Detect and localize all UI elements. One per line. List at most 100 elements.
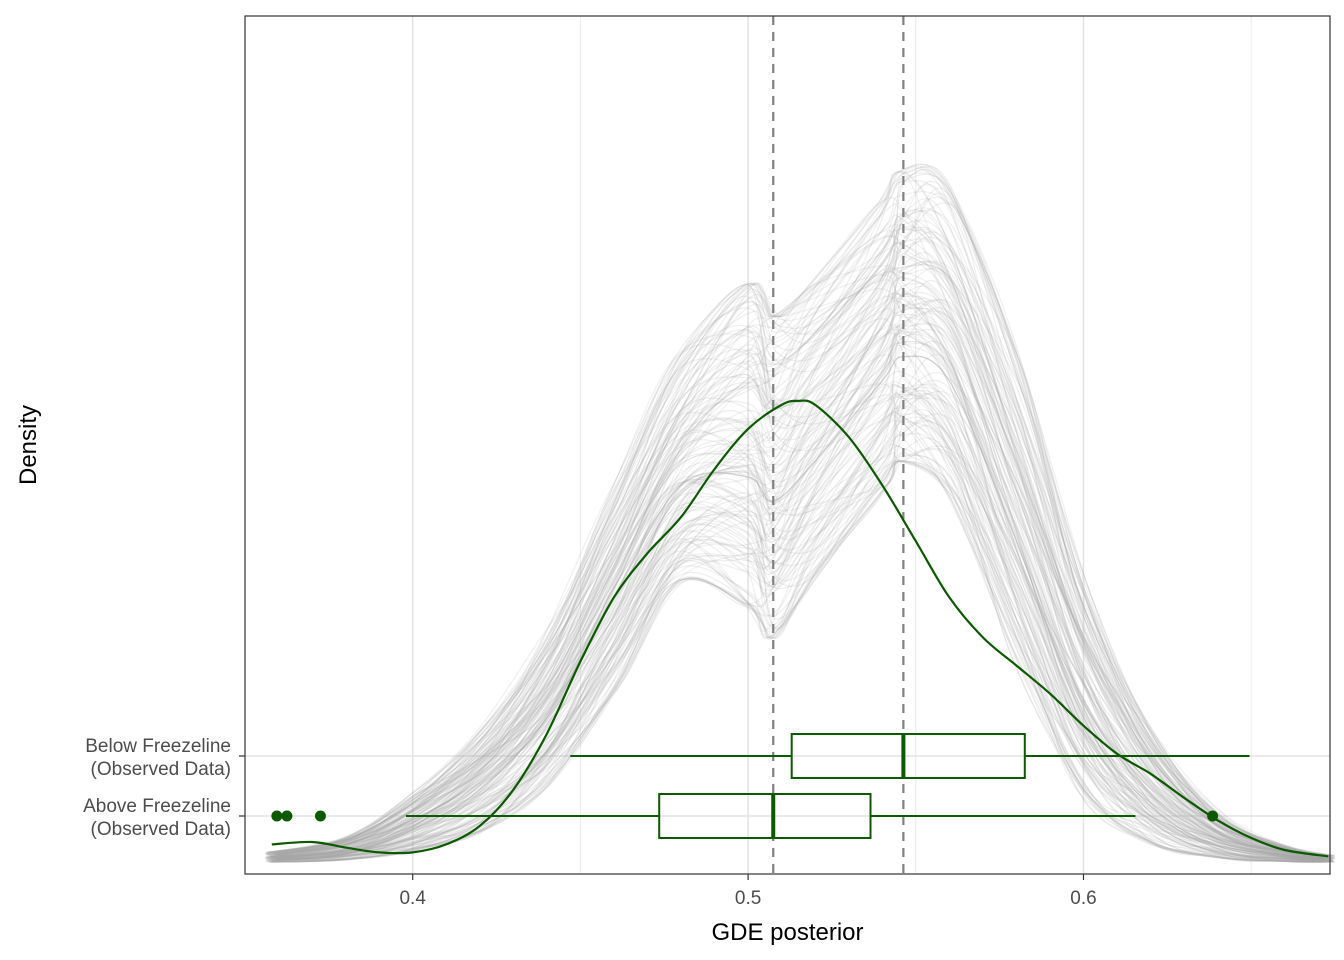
posterior-draw-line bbox=[275, 445, 1331, 863]
posterior-draw-line bbox=[272, 413, 1330, 863]
posterior-draw-line bbox=[269, 413, 1333, 862]
posterior-draw-line bbox=[275, 248, 1328, 858]
posterior-draw-line bbox=[269, 163, 1335, 857]
posterior-draw-line bbox=[275, 413, 1326, 863]
posterior-draw-line bbox=[271, 236, 1328, 859]
posterior-draw-line bbox=[274, 191, 1323, 857]
posterior-draw-line bbox=[275, 292, 1325, 859]
posterior-draw-line bbox=[274, 260, 1324, 859]
posterior-draw-line bbox=[270, 224, 1336, 858]
boxplot-outlier bbox=[271, 810, 283, 822]
posterior-draw-line bbox=[272, 290, 1332, 862]
posterior-draw-line bbox=[271, 332, 1324, 861]
posterior-draw-line bbox=[266, 196, 1328, 858]
posterior-draw-line bbox=[270, 342, 1327, 860]
posterior-draw-line bbox=[270, 460, 1335, 864]
posterior-draw-line bbox=[274, 460, 1334, 863]
posterior-draw-line bbox=[277, 214, 1325, 858]
posterior-draw-line bbox=[267, 331, 1323, 860]
posterior-draw-line bbox=[271, 355, 1329, 862]
posterior-draw-line bbox=[273, 329, 1325, 860]
y-tick-label: Above Freezeline (Observed Data) bbox=[83, 796, 231, 840]
posterior-draw-line bbox=[266, 202, 1334, 858]
posterior-draw-line bbox=[268, 306, 1332, 861]
posterior-draw-line bbox=[266, 291, 1332, 859]
posterior-draw-line bbox=[274, 231, 1335, 859]
posterior-draw-line bbox=[269, 163, 1323, 857]
posterior-draw-line bbox=[266, 209, 1329, 858]
posterior-draw-line bbox=[273, 207, 1323, 858]
posterior-draw-line bbox=[269, 354, 1333, 861]
boxplot bbox=[271, 793, 1219, 839]
posterior-draw-line bbox=[274, 212, 1331, 859]
posterior-draw-line bbox=[270, 303, 1331, 860]
posterior-draw-line bbox=[269, 460, 1326, 863]
posterior-draw-line bbox=[265, 359, 1325, 863]
x-tick-label: 0.4 bbox=[399, 888, 426, 909]
posterior-draw-line bbox=[265, 318, 1325, 861]
posterior-draw-line bbox=[274, 180, 1325, 857]
posterior-draw-line bbox=[275, 407, 1334, 863]
posterior-draw-line bbox=[276, 169, 1334, 857]
posterior-draw-line bbox=[265, 277, 1328, 860]
posterior-draw-line bbox=[275, 165, 1336, 857]
posterior-draw-line bbox=[276, 299, 1327, 861]
posterior-draw-line bbox=[277, 299, 1332, 860]
posterior-draw-line bbox=[265, 332, 1332, 862]
posterior-draw-line bbox=[276, 264, 1325, 859]
posterior-draw-line bbox=[271, 405, 1330, 863]
boxplots bbox=[271, 733, 1250, 839]
observed-density-line bbox=[271, 399, 1329, 858]
posterior-draw-line bbox=[269, 384, 1331, 862]
posterior-draw-line bbox=[265, 267, 1331, 859]
posterior-draw-line bbox=[277, 340, 1331, 861]
posterior-draw-line bbox=[271, 411, 1332, 862]
posterior-draw-line bbox=[270, 393, 1328, 863]
posterior-draws bbox=[264, 163, 1336, 864]
posterior-draw-line bbox=[267, 411, 1333, 862]
posterior-draw-line bbox=[272, 392, 1334, 863]
posterior-draw-line bbox=[266, 173, 1334, 857]
posterior-draw-line bbox=[271, 307, 1334, 860]
posterior-draw-line bbox=[272, 445, 1334, 863]
posterior-draw-line bbox=[271, 229, 1325, 858]
posterior-draw-line bbox=[264, 203, 1335, 858]
posterior-draw-line bbox=[271, 396, 1328, 862]
posterior-draw-line bbox=[268, 168, 1331, 857]
posterior-draw-line bbox=[266, 370, 1325, 861]
posterior-draw-line bbox=[273, 240, 1331, 858]
posterior-draw-line bbox=[267, 285, 1323, 860]
boxplot-outlier bbox=[281, 810, 293, 822]
posterior-draw-line bbox=[274, 287, 1327, 860]
posterior-draw-line bbox=[277, 392, 1333, 862]
boxplot-box bbox=[658, 793, 872, 839]
posterior-draw-line bbox=[278, 235, 1333, 858]
posterior-draw-line bbox=[265, 265, 1334, 859]
posterior-draw-line bbox=[277, 379, 1334, 862]
boxplot bbox=[570, 733, 1250, 779]
boxplot-outlier bbox=[1207, 810, 1219, 822]
posterior-draw-line bbox=[269, 449, 1335, 863]
posterior-draw-line bbox=[271, 293, 1333, 860]
posterior-draw-line bbox=[269, 407, 1324, 863]
posterior-draw-line bbox=[271, 394, 1329, 863]
posterior-draw-line bbox=[268, 460, 1331, 863]
posterior-draw-line bbox=[277, 437, 1332, 863]
posterior-draw-line bbox=[267, 378, 1332, 862]
y-axis: Below Freezeline (Observed Data) Above Fre… bbox=[83, 736, 245, 840]
posterior-draw-line bbox=[271, 340, 1333, 861]
posterior-draw-line bbox=[272, 260, 1323, 859]
posterior-draw-line bbox=[274, 328, 1327, 860]
posterior-draw-line bbox=[274, 225, 1331, 858]
posterior-draw-line bbox=[271, 393, 1333, 862]
posterior-draw-line bbox=[269, 385, 1333, 861]
posterior-draw-line bbox=[268, 180, 1329, 858]
x-axis-title: GDE posterior bbox=[711, 919, 863, 946]
posterior-draw-line bbox=[266, 172, 1332, 857]
posterior-draw-line bbox=[267, 198, 1333, 858]
posterior-draw-line bbox=[271, 454, 1329, 863]
posterior-draw-line bbox=[269, 307, 1329, 860]
posterior-draw-line bbox=[266, 312, 1326, 860]
posterior-draw-line bbox=[272, 394, 1334, 862]
posterior-draw-line bbox=[267, 298, 1324, 860]
